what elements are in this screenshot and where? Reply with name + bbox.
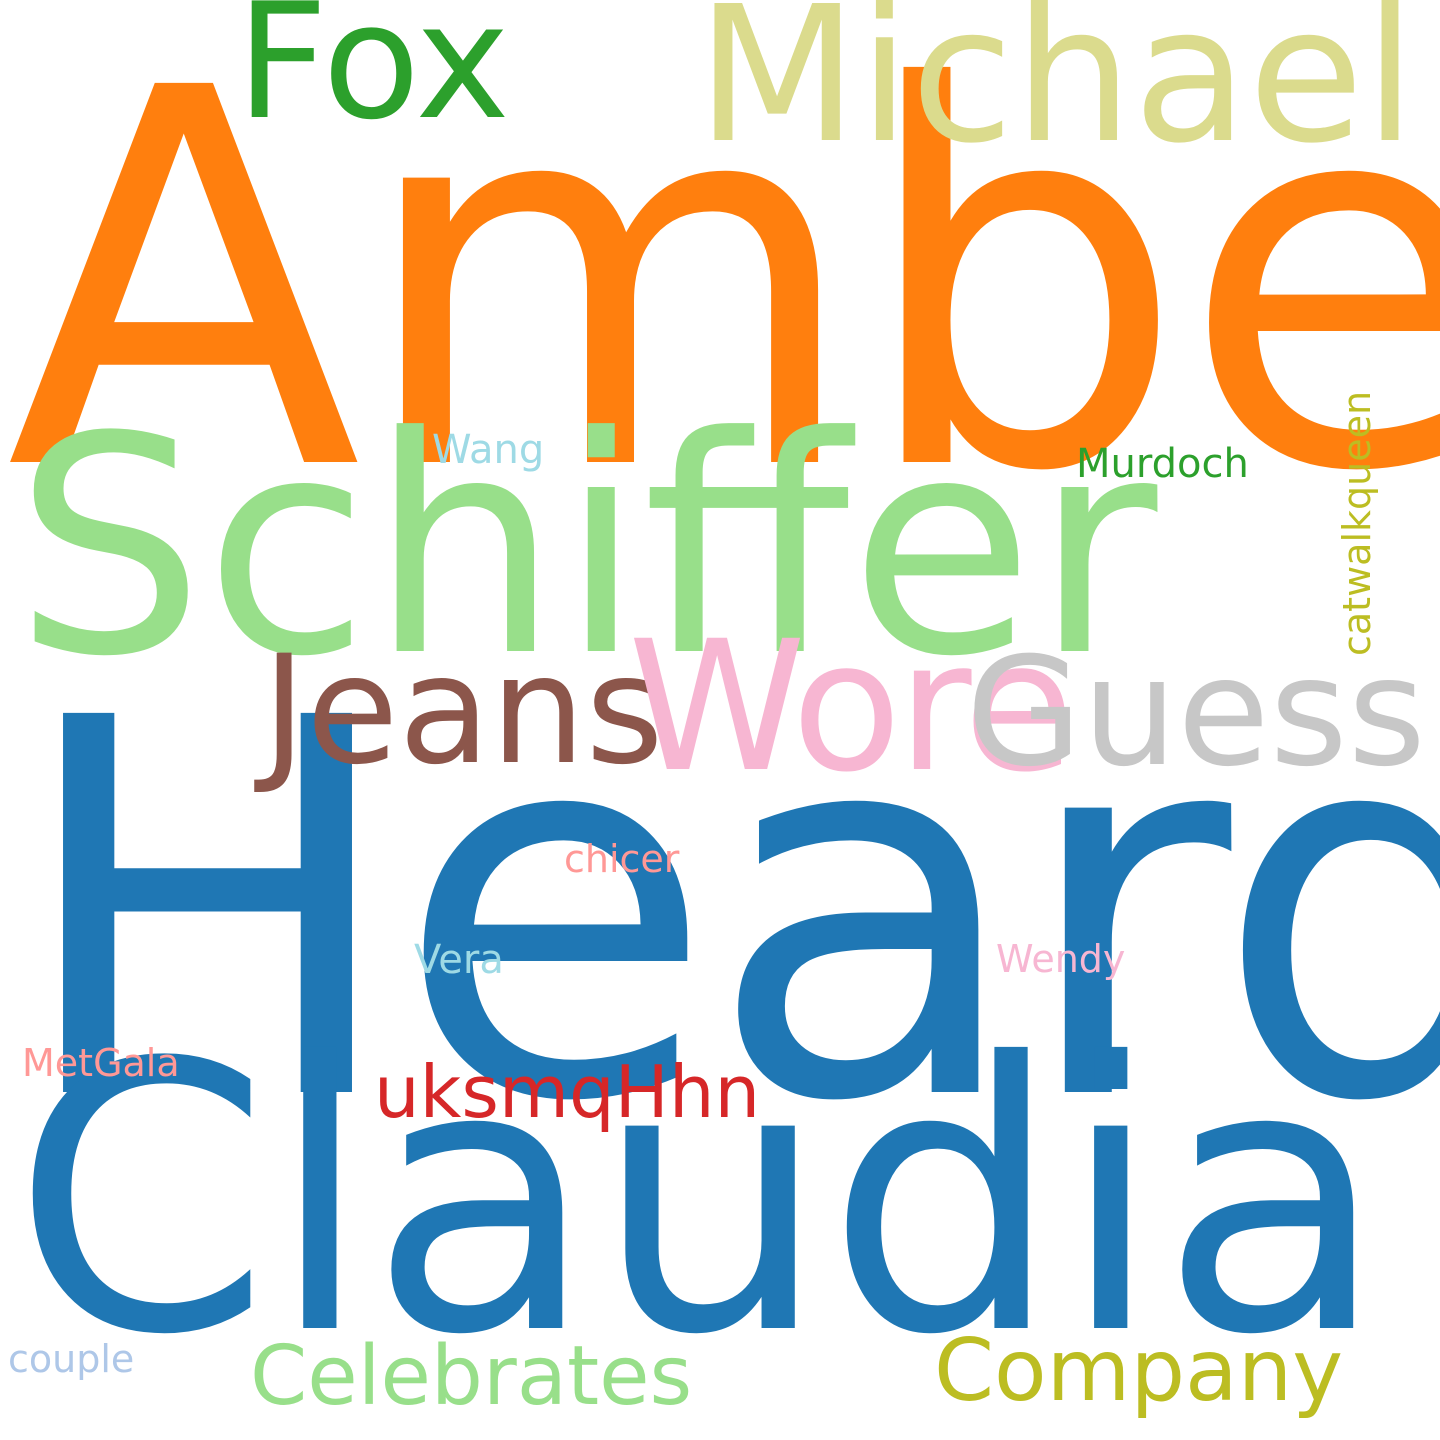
word-couple: couple bbox=[8, 1337, 135, 1381]
word-michael: Michael bbox=[696, 0, 1417, 185]
word-uksmqhhn: uksmqHhn bbox=[374, 1050, 761, 1134]
word-company: Company bbox=[934, 1321, 1344, 1421]
word-chicer: chicer bbox=[564, 837, 680, 881]
word-wore: Wore bbox=[628, 603, 1074, 812]
word-fox: Fox bbox=[236, 0, 510, 155]
word-celebrates: Celebrates bbox=[250, 1329, 693, 1424]
word-wendy: Wendy bbox=[996, 937, 1126, 981]
word-claudia: Claudia bbox=[12, 986, 1387, 1416]
word-murdoch: Murdoch bbox=[1076, 441, 1249, 487]
word-metgala: MetGala bbox=[22, 1041, 180, 1085]
word-schiffer: Schiffer bbox=[14, 373, 1158, 722]
word-catwalkqueen: catwalkqueen bbox=[1335, 390, 1379, 656]
word-guess: Guess bbox=[966, 626, 1426, 800]
word-vera: Vera bbox=[414, 937, 504, 983]
word-heard: Heard bbox=[12, 609, 1440, 1215]
word-amber: Amber bbox=[6, 0, 1440, 585]
word-jeans: Jeans bbox=[262, 624, 664, 798]
word-wang: Wang bbox=[432, 427, 545, 473]
